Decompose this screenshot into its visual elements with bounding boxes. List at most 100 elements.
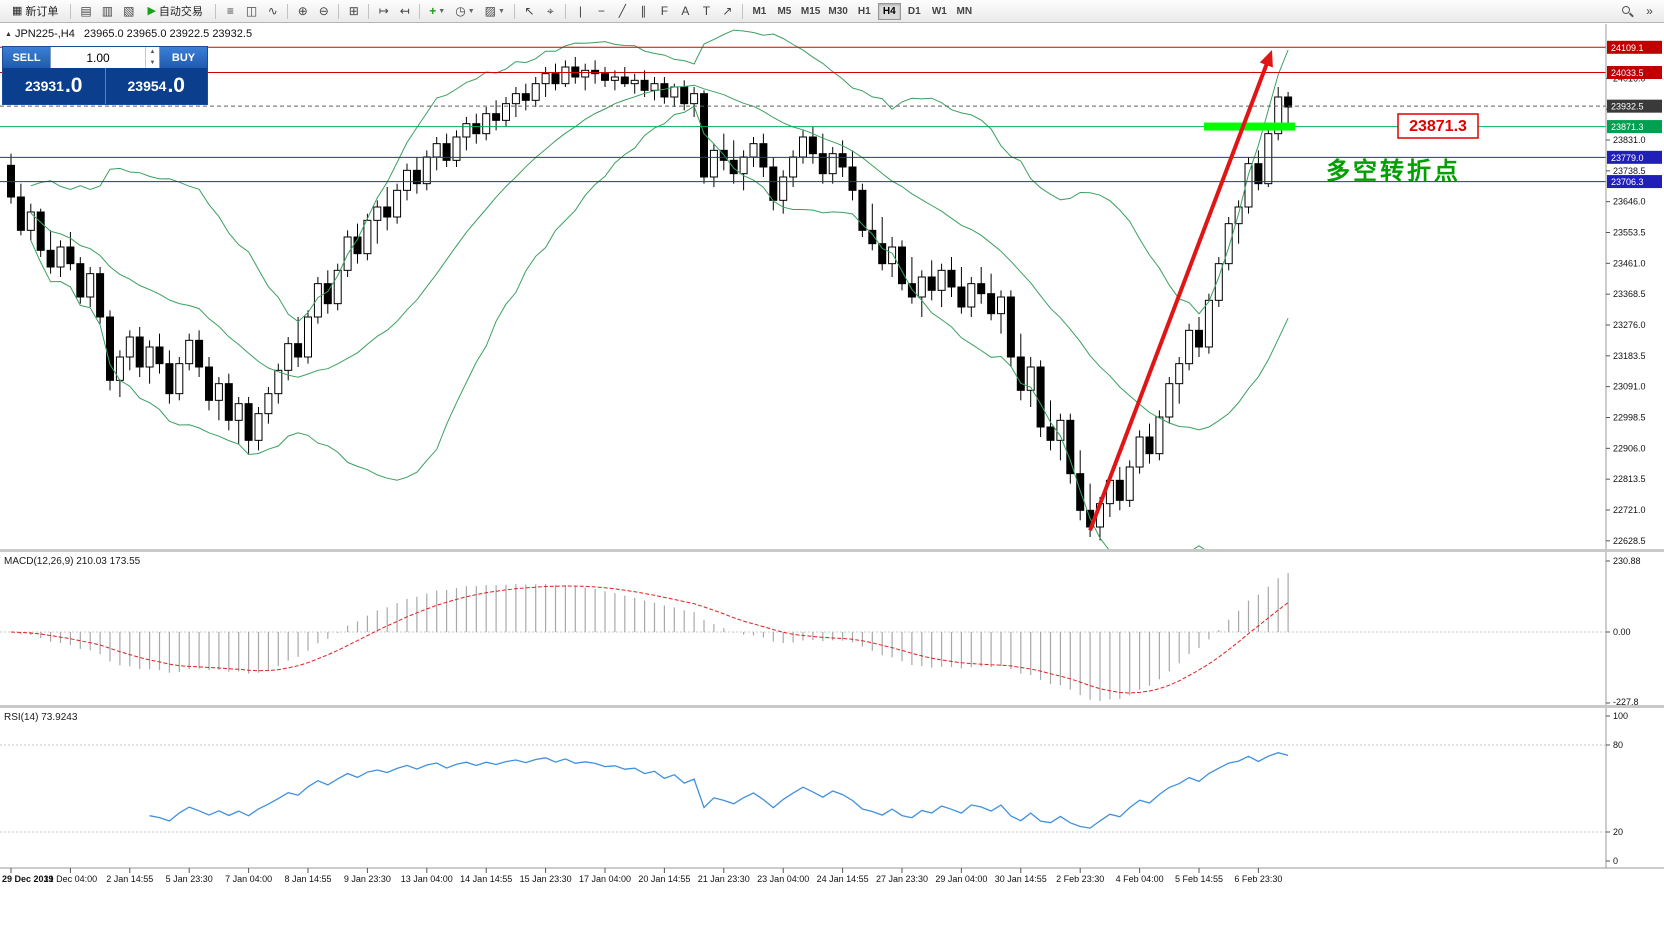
trendline-button[interactable]: ╱ [613, 2, 632, 21]
new-order-button[interactable]: ▦ 新订单 [5, 2, 65, 21]
templates-caret-icon: ▼ [497, 7, 505, 15]
svg-text:24033.5: 24033.5 [1611, 68, 1644, 78]
auto-scroll-button[interactable]: ↦ [374, 2, 393, 21]
indicators-icon: + [429, 4, 437, 18]
macd-panel: MACD(12,26,9) 210.03 173.55 230.88 0.00 -22… [0, 556, 1641, 707]
expand-button[interactable]: » [1640, 2, 1659, 21]
svg-text:23706.3: 23706.3 [1611, 177, 1644, 187]
support-zone-bar[interactable] [1203, 122, 1296, 131]
price-level-lines[interactable] [0, 46, 1606, 183]
data-window-icon: ▥ [101, 4, 114, 18]
navigator-button[interactable]: ▧ [119, 2, 138, 21]
zoom-in-button[interactable]: ⊕ [293, 2, 312, 21]
turning-point-text[interactable]: 多空转折点 [1326, 157, 1461, 185]
cursor-icon: ↖ [524, 4, 535, 18]
toolbar-separator [70, 3, 72, 19]
timeframe-m1-button[interactable]: M1 [748, 3, 771, 20]
timeframe-m15-button[interactable]: M15 [798, 3, 823, 20]
timeframe-m5-button[interactable]: M5 [773, 3, 796, 20]
label-button[interactable]: T [697, 2, 716, 21]
volume-up-icon[interactable]: ▲ [149, 49, 156, 56]
price-axis[interactable]: 24016.023923.523831.023738.523646.023553… [1605, 24, 1664, 868]
svg-text:23461.0: 23461.0 [1613, 258, 1646, 268]
svg-text:23932.5: 23932.5 [1611, 102, 1644, 112]
trend-arrow[interactable] [1088, 50, 1273, 532]
periods-icon: ◷ [455, 4, 466, 18]
volume-stepper[interactable]: ▲ ▼ [145, 47, 159, 68]
svg-text:230.88: 230.88 [1613, 556, 1641, 566]
zoom-out-button[interactable]: ⊖ [314, 2, 333, 21]
sell-price-int: 23931 [25, 78, 64, 94]
indicators-caret-icon: ▼ [438, 7, 446, 15]
chart-ohlc-label: 23965.0 23965.0 23922.5 23932.5 [83, 28, 253, 40]
svg-text:22628.5: 22628.5 [1613, 536, 1646, 546]
arrows-button[interactable]: ↗ [718, 2, 737, 21]
line-chart-icon: ∿ [267, 4, 278, 18]
data-window-button[interactable]: ▥ [98, 2, 117, 21]
svg-text:24 Jan 14:55: 24 Jan 14:55 [817, 874, 869, 884]
line-chart-button[interactable]: ∿ [263, 2, 282, 21]
new-order-icon: ▦ [12, 4, 23, 17]
buy-price-button[interactable]: 23954.0 [106, 68, 208, 104]
svg-text:24109.1: 24109.1 [1611, 43, 1644, 53]
tile-windows-button[interactable]: ⊞ [344, 2, 363, 21]
market-watch-button[interactable]: ▤ [76, 2, 95, 21]
periods-button[interactable]: ◷ ▼ [451, 2, 478, 21]
candlestick-chart-icon: ◫ [245, 4, 258, 18]
templates-button[interactable]: ▨ ▼ [481, 2, 509, 21]
buy-price-int: 23954 [127, 78, 167, 94]
candlestick-chart-button[interactable]: ◫ [242, 2, 261, 21]
timeframe-h4-button[interactable]: H4 [877, 2, 901, 20]
svg-text:31 Dec 04:00: 31 Dec 04:00 [44, 874, 98, 884]
horizontal-line-button[interactable]: − [592, 2, 611, 21]
crosshair-button[interactable]: ⌖ [541, 2, 560, 21]
panel-separators[interactable] [0, 549, 1664, 708]
chart-shift-icon: ↤ [399, 4, 410, 18]
buy-price-frac: .0 [167, 74, 185, 97]
sell-button[interactable]: SELL [3, 47, 50, 68]
bar-chart-button[interactable]: ≡ [221, 2, 240, 21]
timeframe-d1-button[interactable]: D1 [903, 3, 926, 20]
svg-text:29 Dec 2019: 29 Dec 2019 [2, 874, 54, 884]
toolbar-separator [564, 3, 566, 19]
volume-box: 1.00 ▲ ▼ [50, 47, 160, 68]
fibonacci-button[interactable]: F [655, 2, 674, 21]
svg-text:2 Jan 14:55: 2 Jan 14:55 [106, 874, 153, 884]
new-order-label: 新订单 [25, 6, 59, 18]
search-button[interactable] [1617, 2, 1638, 21]
timeframe-mn-button[interactable]: MN [953, 3, 976, 20]
svg-text:23276.0: 23276.0 [1613, 320, 1646, 330]
toolbar-separator [368, 3, 370, 19]
vertical-line-button[interactable]: | [571, 2, 590, 21]
chart-plot-area[interactable] [0, 24, 1664, 949]
auto-trading-icon: ▶ [147, 4, 156, 17]
toolbar-separator [338, 3, 340, 19]
timeframe-w1-button[interactable]: W1 [928, 3, 951, 20]
crosshair-icon: ⌖ [547, 4, 554, 18]
price-level-label[interactable]: 23871.3 [1397, 113, 1479, 139]
svg-text:8 Jan 14:55: 8 Jan 14:55 [284, 874, 331, 884]
svg-text:0.00: 0.00 [1613, 627, 1631, 637]
indicators-button[interactable]: + ▼ [425, 2, 449, 21]
buy-button[interactable]: BUY [160, 47, 207, 68]
auto-trading-button[interactable]: ▶ 自动交易 [140, 2, 209, 21]
sell-price-button[interactable]: 23931.0 [3, 68, 106, 104]
svg-text:29 Jan 04:00: 29 Jan 04:00 [935, 874, 987, 884]
volume-input[interactable]: 1.00 [86, 50, 110, 65]
periods-caret-icon: ▼ [467, 7, 475, 15]
svg-text:22906.0: 22906.0 [1613, 443, 1646, 453]
toolbar-separator [214, 3, 216, 19]
auto-trading-label: 自动交易 [158, 6, 203, 18]
chart-icon: ▲ [5, 31, 12, 38]
svg-text:6 Feb 23:30: 6 Feb 23:30 [1234, 874, 1282, 884]
cursor-button[interactable]: ↖ [520, 2, 539, 21]
chart-shift-button[interactable]: ↤ [395, 2, 414, 21]
channel-button[interactable]: ∥ [634, 2, 653, 21]
svg-text:22998.5: 22998.5 [1613, 413, 1646, 423]
volume-down-icon[interactable]: ▼ [149, 59, 156, 66]
timeframe-h1-button[interactable]: H1 [853, 3, 876, 20]
text-button[interactable]: A [676, 2, 695, 21]
timeframe-m30-button[interactable]: M30 [825, 3, 850, 20]
